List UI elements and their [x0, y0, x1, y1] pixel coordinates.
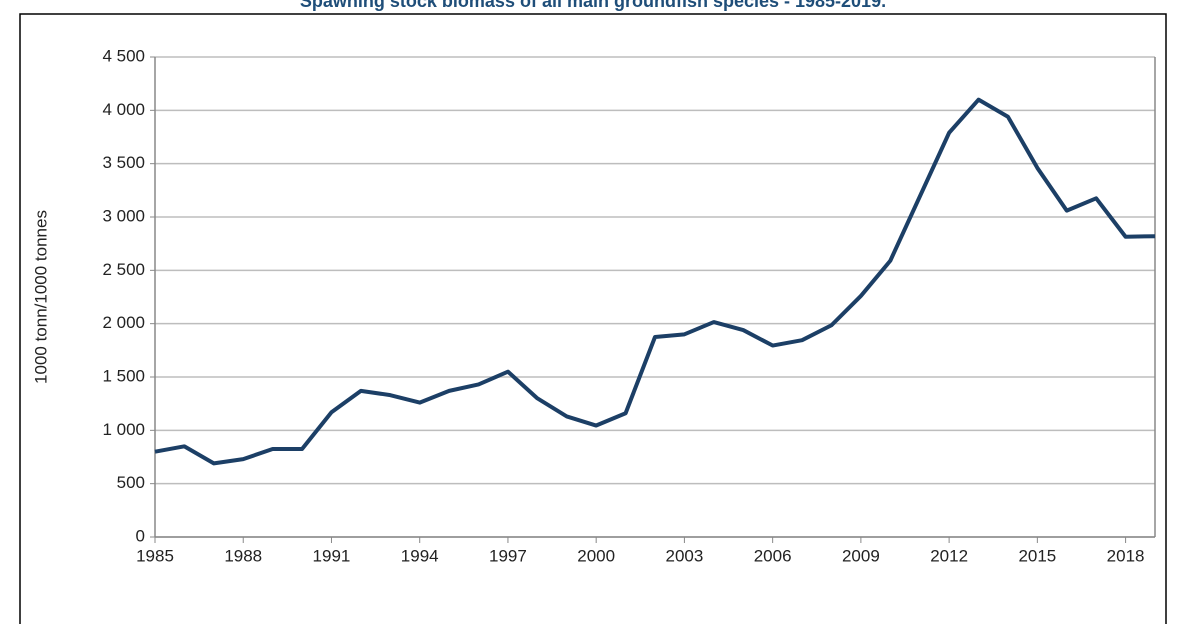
- y-tick-label: 2 000: [102, 313, 145, 332]
- y-tick-label: 0: [136, 526, 145, 545]
- y-tick-label: 4 000: [102, 100, 145, 119]
- y-tick-label: 1 000: [102, 420, 145, 439]
- x-tick-label: 1997: [489, 546, 527, 565]
- y-tick-label: 1 500: [102, 366, 145, 385]
- y-tick-label: 3 500: [102, 153, 145, 172]
- x-tick-label: 2006: [754, 546, 792, 565]
- y-tick-label: 4 500: [102, 46, 145, 65]
- x-tick-label: 2003: [665, 546, 703, 565]
- x-tick-label: 1991: [313, 546, 351, 565]
- x-tick-label: 1985: [136, 546, 174, 565]
- y-axis-label: 1000 tonn/1000 tonnes: [31, 210, 50, 384]
- x-tick-label: 1994: [401, 546, 439, 565]
- x-tick-label: 2000: [577, 546, 615, 565]
- y-tick-label: 3 000: [102, 206, 145, 225]
- x-tick-label: 2009: [842, 546, 880, 565]
- chart-frame: [19, 13, 1167, 624]
- x-tick-label: 1988: [224, 546, 262, 565]
- y-tick-label: 2 500: [102, 260, 145, 279]
- x-tick-label: 2012: [930, 546, 968, 565]
- x-tick-label: 2018: [1107, 546, 1145, 565]
- x-tick-label: 2015: [1018, 546, 1056, 565]
- chart-title: Spawning stock biomass of all main groun…: [300, 0, 886, 11]
- y-tick-label: 500: [117, 473, 145, 492]
- data-line: [154, 97, 1156, 466]
